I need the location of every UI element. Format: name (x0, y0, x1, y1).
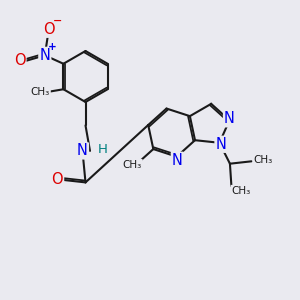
Text: +: + (48, 42, 57, 52)
Text: CH₃: CH₃ (253, 155, 273, 165)
Text: N: N (215, 137, 226, 152)
Text: O: O (52, 172, 63, 187)
Text: N: N (39, 48, 50, 63)
Text: CH₃: CH₃ (31, 87, 50, 97)
Text: O: O (14, 53, 26, 68)
Text: N: N (77, 143, 88, 158)
Text: CH₃: CH₃ (122, 160, 142, 170)
Text: H: H (98, 143, 107, 156)
Text: N: N (172, 153, 183, 168)
Text: O: O (44, 22, 55, 37)
Text: CH₃: CH₃ (231, 186, 251, 196)
Text: −: − (53, 16, 62, 26)
Text: N: N (224, 111, 235, 126)
